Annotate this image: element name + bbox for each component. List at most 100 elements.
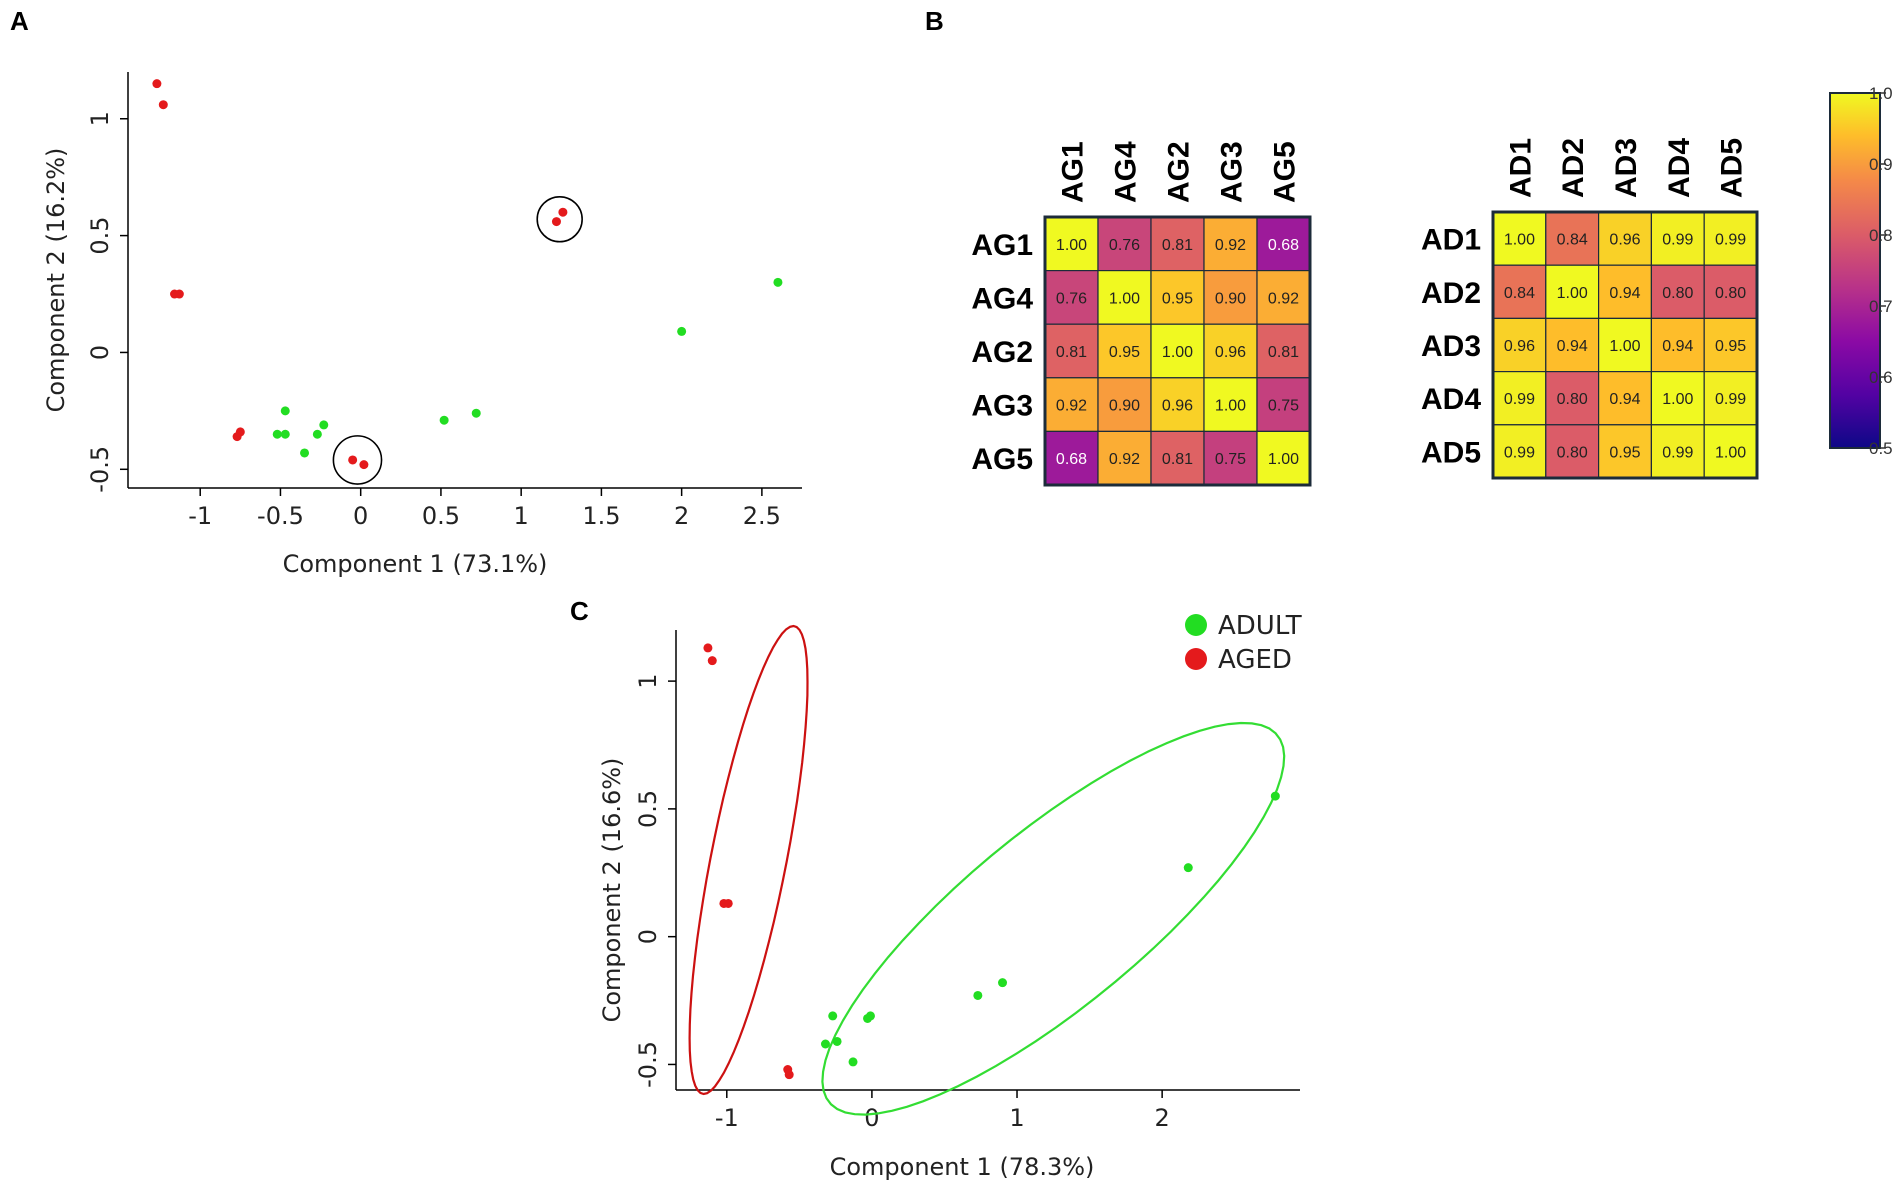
panel-c-x-axis-title: Component 1 (78.3%)	[830, 1153, 1095, 1181]
heatmap-aged-cell	[1150, 377, 1205, 432]
heatmap-aged-cell-value: 0.68	[1056, 451, 1087, 468]
heatmap-aged-cell	[1097, 323, 1152, 379]
panel-a-point-adult	[280, 429, 290, 439]
heatmap-aged-row-label: AG4	[971, 282, 1033, 315]
heatmap-adult-cell-value: 0.95	[1609, 444, 1640, 461]
heatmap-adult-col-label: AD2	[1557, 138, 1590, 198]
heatmap-aged-border	[1043, 215, 1312, 487]
heatmap-aged-col-label: AG5	[1269, 141, 1302, 203]
heatmap-adult-cell-value: 0.99	[1504, 391, 1535, 408]
heatmap-adult-cell-value: 0.94	[1609, 391, 1640, 408]
heatmap-aged-cell-value: 0.92	[1109, 451, 1140, 468]
heatmap-aged-cell	[1097, 430, 1152, 486]
heatmap-adult: 1.00 0.84 0.96 0.99 0.99 0.84 1.00 0.94 0.80 0.80…	[1421, 138, 1759, 480]
panel-label-b: B	[925, 6, 944, 36]
heatmap-aged-cell	[1150, 270, 1205, 325]
legend-swatch-adult	[1185, 614, 1207, 636]
heatmap-aged-cell-value: 0.81	[1268, 344, 1299, 361]
heatmap-adult-cell-value: 0.99	[1504, 444, 1535, 461]
heatmap-aged-col-label: AG4	[1110, 141, 1143, 203]
panel-c-point-aged	[703, 643, 713, 653]
panel-c-x-tick-label: 1	[1009, 1104, 1024, 1132]
heatmap-aged-col-label: AG1	[1057, 141, 1090, 203]
panel-c-y-tick-label: 1	[634, 673, 662, 688]
scatter-panel-c: -1 0 1 2 -0.5 0 0.5 1 Component 1 (78.3%) Compo…	[598, 611, 1302, 1181]
heatmap-aged-cell-value: 1.00	[1162, 344, 1193, 361]
heatmap-aged-cell	[1150, 430, 1205, 486]
heatmap-aged-cell	[1097, 216, 1152, 272]
panel-a-point-adult	[773, 277, 783, 287]
heatmap-adult-row-label: AD3	[1421, 330, 1481, 363]
heatmap-adult-cell-value: 0.96	[1504, 338, 1535, 355]
panel-a-point-aged	[348, 455, 358, 465]
panel-a-point-adult	[272, 429, 282, 439]
heatmap-adult-cell	[1597, 317, 1652, 373]
heatmap-adult-cell-value: 0.80	[1662, 285, 1693, 302]
panel-c-y-tick-label: 0	[634, 929, 662, 944]
heatmap-aged-cell-value: 0.95	[1109, 344, 1140, 361]
heatmap-panel-b: 1.00 0.76 0.81 0.92 0.68 0.76 1.00 0.95 0.90 0.92…	[971, 84, 1893, 487]
heatmap-aged-row-label: AG2	[971, 336, 1033, 369]
heatmap-adult-cell-value: 0.94	[1662, 338, 1693, 355]
heatmap-aged-cell	[1044, 323, 1099, 379]
panel-c-y-tick-label: -0.5	[634, 1041, 662, 1088]
panel-c-point-adult	[1270, 791, 1280, 801]
panel-a-y-tick-label: 0	[86, 345, 114, 360]
panel-a-x-tick-label: 0.5	[422, 502, 460, 530]
scatter-panel-a: -1 -0.5 0 0.5 1 1.5 2 2.5 -0.5 0 0.5 1 Component 1 …	[42, 72, 802, 578]
panel-a-x-tick-label: 1	[514, 502, 529, 530]
heatmap-adult-row-label: AD1	[1421, 224, 1481, 257]
panel-a-point-aged	[152, 79, 162, 89]
heatmap-adult-cell	[1597, 264, 1652, 320]
heatmap-adult-cell-value: 0.99	[1715, 232, 1746, 249]
panel-a-y-tick-label: -0.5	[86, 446, 114, 493]
heatmap-aged-cell-value: 0.76	[1056, 290, 1087, 307]
colorbar-tick-label: 1.0	[1869, 84, 1893, 103]
heatmap-aged-cell-value: 0.68	[1268, 237, 1299, 254]
legend: ADULT AGED	[1185, 611, 1302, 675]
heatmap-aged-cell	[1097, 377, 1152, 432]
panel-c-y-tick-label: 0.5	[634, 790, 662, 828]
panel-a-point-adult	[280, 406, 290, 416]
heatmap-adult-cell-value: 0.94	[1557, 338, 1588, 355]
heatmap-aged-cell-value: 0.76	[1109, 237, 1140, 254]
heatmap-aged-cell-value: 0.96	[1215, 344, 1246, 361]
panel-a-point-adult	[300, 448, 310, 458]
heatmap-aged-col-label: AG2	[1163, 141, 1196, 203]
heatmap-aged-cell	[1256, 430, 1311, 486]
heatmap-adult-cell	[1650, 264, 1705, 320]
heatmap-aged-cell-value: 0.95	[1162, 290, 1193, 307]
heatmap-aged-cell-value: 0.75	[1268, 398, 1299, 415]
heatmap-adult-cell-value: 0.99	[1662, 232, 1693, 249]
heatmap-aged-cell	[1203, 216, 1258, 272]
heatmap-adult-cell-value: 1.00	[1609, 338, 1640, 355]
heatmap-adult-cell	[1650, 424, 1705, 479]
heatmap-adult-cell-value: 0.84	[1504, 285, 1535, 302]
panel-a-point-adult	[312, 429, 322, 439]
panel-c-point-adult	[848, 1057, 858, 1067]
heatmap-adult-cell	[1545, 211, 1600, 266]
heatmap-adult-cell	[1545, 371, 1600, 426]
panel-a-x-tick-label: 2.5	[743, 502, 781, 530]
panel-a-point-adult	[319, 420, 329, 430]
heatmap-aged-cell-value: 0.81	[1056, 344, 1087, 361]
heatmap-aged-cell	[1256, 216, 1311, 272]
legend-swatch-aged	[1185, 648, 1207, 670]
heatmap-adult-cell-value: 0.80	[1715, 285, 1746, 302]
colorbar-tick-label: 0.7	[1869, 297, 1893, 316]
heatmap-adult-cell-value: 1.00	[1557, 285, 1588, 302]
panel-c-point-adult	[973, 990, 983, 1000]
heatmap-adult-cell-value: 0.99	[1662, 444, 1693, 461]
panel-c-point-aged	[723, 898, 733, 908]
heatmap-aged-cell	[1044, 377, 1099, 432]
heatmap-aged-cell-value: 0.92	[1268, 290, 1299, 307]
heatmap-aged-cell	[1150, 323, 1205, 379]
panel-a-point-adult	[677, 326, 687, 336]
heatmap-aged-row-label: AG1	[971, 229, 1033, 262]
panel-a-x-tick-label: 1.5	[582, 502, 620, 530]
heatmap-adult-cell-value: 0.84	[1557, 232, 1588, 249]
panel-a-point-aged	[235, 427, 245, 437]
panel-c-x-tick-label: 0	[864, 1104, 879, 1132]
heatmap-adult-cell-value: 0.99	[1715, 391, 1746, 408]
